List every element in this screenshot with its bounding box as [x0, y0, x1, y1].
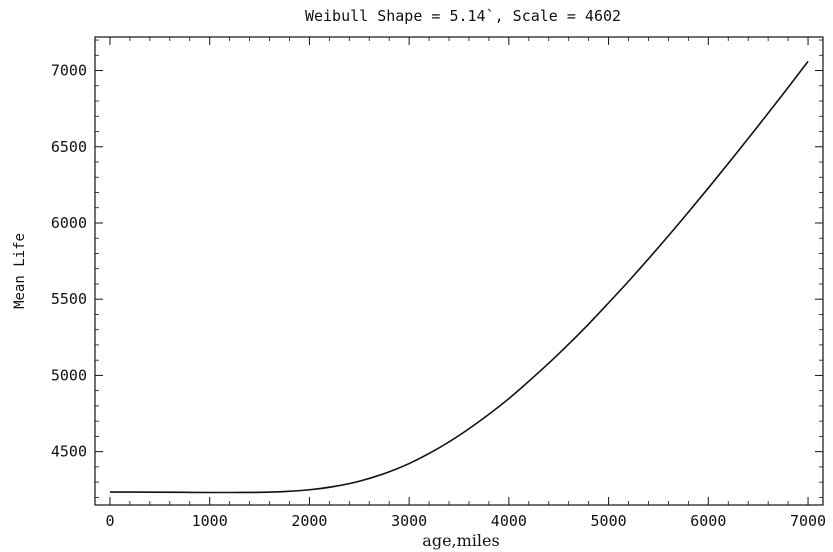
x-tick-label: 6000 — [690, 512, 726, 530]
tick-marks — [95, 37, 823, 505]
y-tick-label: 6000 — [51, 214, 87, 232]
y-tick-label: 6500 — [51, 138, 87, 156]
x-tick-label: 0 — [105, 512, 114, 530]
y-tick-label: 5000 — [51, 366, 87, 384]
chart-title: Weibull Shape = 5.14`, Scale = 4602 — [305, 7, 621, 25]
y-axis-label: Mean Life — [12, 233, 28, 309]
x-tick-label: 1000 — [192, 512, 228, 530]
series-line — [109, 60, 809, 494]
x-tick-label: 2000 — [291, 512, 327, 530]
x-tick-label: 5000 — [591, 512, 627, 530]
x-tick-label: 7000 — [790, 512, 826, 530]
tick-labels: 0 1000 2000 3000 4000 5000 6000 7000 4500 5000 550… — [51, 62, 826, 530]
y-tick-label: 7000 — [51, 62, 87, 80]
plot-frame — [94, 36, 824, 506]
y-tick-label: 4500 — [51, 443, 87, 461]
x-tick-label: 4000 — [491, 512, 527, 530]
y-tick-label: 5500 — [51, 290, 87, 308]
x-tick-label: 3000 — [391, 512, 427, 530]
x-axis-label: age,miles — [422, 531, 499, 550]
